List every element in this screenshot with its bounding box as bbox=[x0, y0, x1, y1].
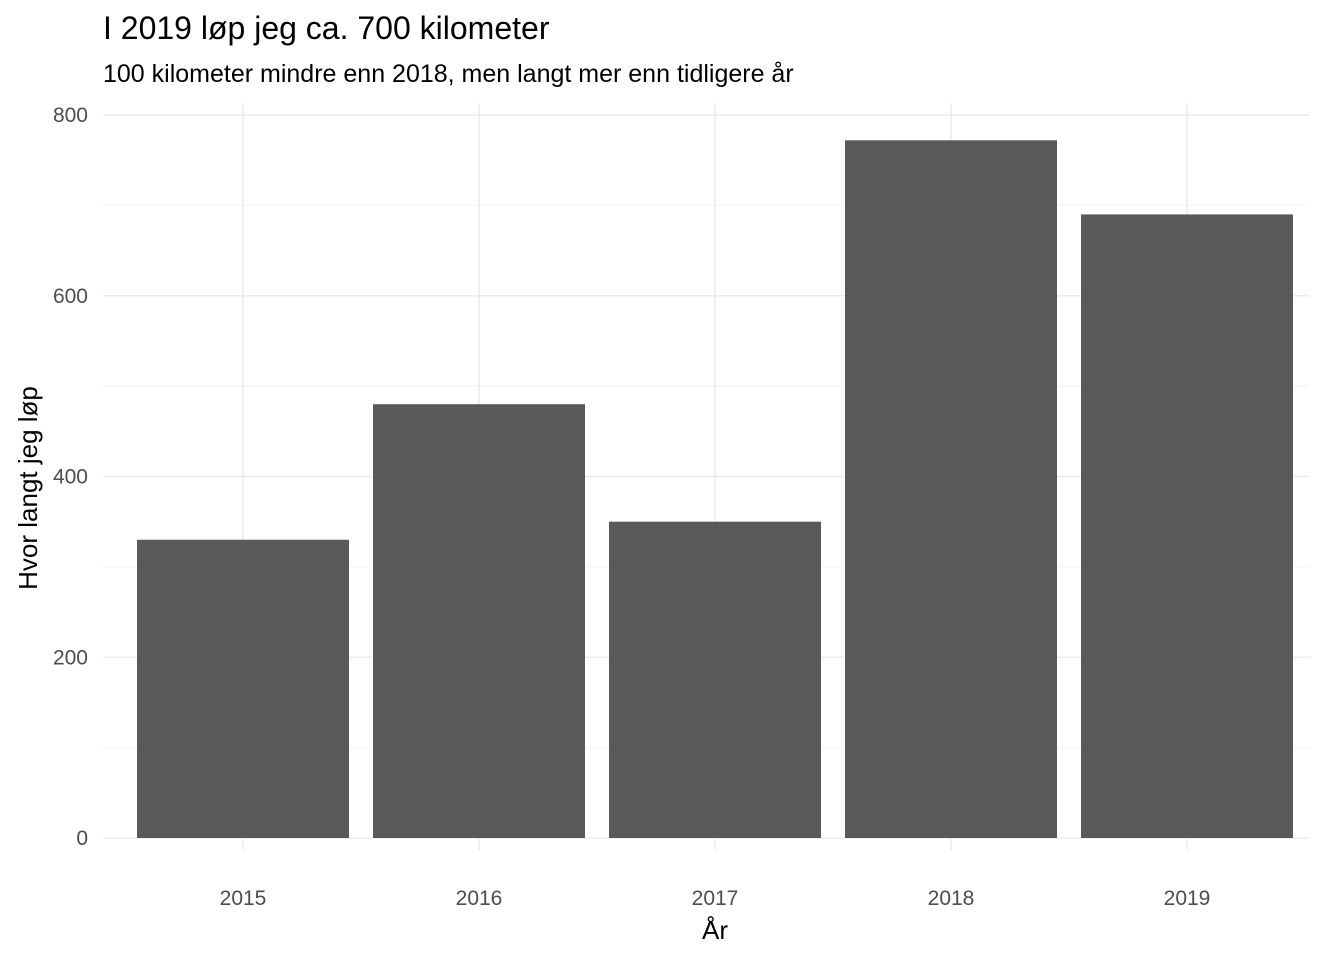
bar-2019 bbox=[1081, 214, 1293, 839]
bar-2017 bbox=[609, 521, 821, 838]
y-tick-label: 800 bbox=[53, 104, 88, 127]
y-axis-title: Hvor langt jeg løp bbox=[13, 386, 43, 590]
x-tick-label: 2018 bbox=[928, 887, 975, 910]
y-tick-label: 600 bbox=[53, 285, 88, 308]
x-axis-ticks: 2015 2016 2017 2018 2019 bbox=[220, 887, 1211, 910]
bar-2015 bbox=[137, 539, 349, 838]
chart-subtitle: 100 kilometer mindre enn 2018, men langt… bbox=[103, 60, 794, 88]
bar-2018 bbox=[845, 140, 1057, 838]
y-tick-label: 200 bbox=[53, 646, 88, 669]
x-tick-label: 2019 bbox=[1164, 887, 1211, 910]
x-tick-label: 2016 bbox=[456, 887, 503, 910]
x-tick-label: 2017 bbox=[692, 887, 739, 910]
bar-2016 bbox=[373, 404, 585, 838]
x-axis-title: År bbox=[702, 915, 728, 945]
y-axis-ticks: 0 200 400 600 800 bbox=[53, 104, 88, 850]
x-tick-label: 2015 bbox=[220, 887, 267, 910]
y-tick-label: 400 bbox=[53, 466, 88, 489]
chart-title: I 2019 løp jeg ca. 700 kilometer bbox=[103, 10, 550, 46]
y-tick-label: 0 bbox=[76, 827, 88, 850]
bars bbox=[137, 140, 1293, 839]
